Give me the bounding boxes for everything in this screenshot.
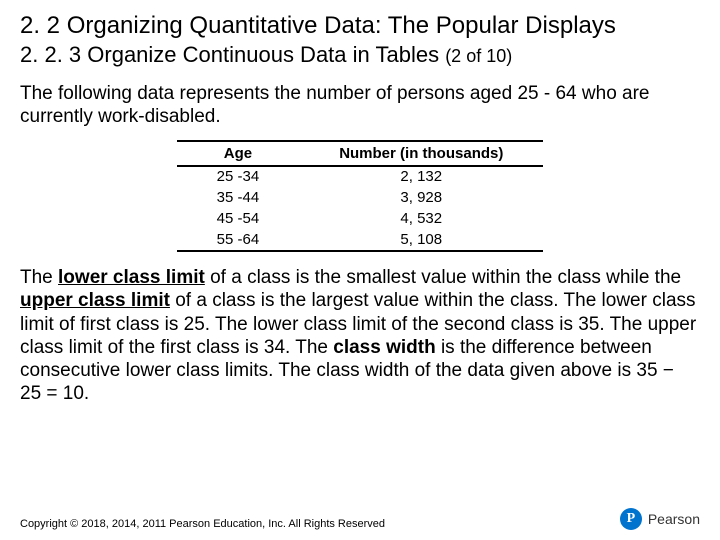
cell-number: 5, 108 <box>299 230 543 252</box>
cell-age: 45 -54 <box>177 209 300 230</box>
subsection-paren: (2 of 10) <box>445 46 512 66</box>
col-number: Number (in thousands) <box>299 141 543 166</box>
cell-age: 55 -64 <box>177 230 300 252</box>
data-table: Age Number (in thousands) 25 -34 2, 132 … <box>177 140 544 252</box>
col-age: Age <box>177 141 300 166</box>
cell-age: 25 -34 <box>177 166 300 188</box>
pearson-logo-icon: P <box>620 508 642 530</box>
body-seg: of a class is the smallest value within … <box>205 267 681 288</box>
term-class-width: class width <box>333 337 435 358</box>
table-row: 35 -44 3, 928 <box>177 188 544 209</box>
cell-number: 3, 928 <box>299 188 543 209</box>
cell-age: 35 -44 <box>177 188 300 209</box>
section-title: 2. 2 Organizing Quantitative Data: The P… <box>20 12 700 40</box>
slide-page: 2. 2 Organizing Quantitative Data: The P… <box>0 0 720 540</box>
table-row: 45 -54 4, 532 <box>177 209 544 230</box>
table-row: 55 -64 5, 108 <box>177 230 544 252</box>
cell-number: 2, 132 <box>299 166 543 188</box>
pearson-logo-text: Pearson <box>648 511 700 527</box>
body-seg: The <box>20 267 58 288</box>
table-row: 25 -34 2, 132 <box>177 166 544 188</box>
term-lower-class-limit: lower class limit <box>58 267 205 288</box>
pearson-logo: P Pearson <box>620 508 700 530</box>
copyright: Copyright © 2018, 2014, 2011 Pearson Edu… <box>20 518 385 530</box>
table-header-row: Age Number (in thousands) <box>177 141 544 166</box>
footer: Copyright © 2018, 2014, 2011 Pearson Edu… <box>20 508 700 530</box>
term-upper-class-limit: upper class limit <box>20 290 170 311</box>
cell-number: 4, 532 <box>299 209 543 230</box>
body-paragraph: The lower class limit of a class is the … <box>20 266 700 405</box>
subsection-main: 2. 2. 3 Organize Continuous Data in Tabl… <box>20 42 445 67</box>
intro-text: The following data represents the number… <box>20 83 700 129</box>
subsection-title: 2. 2. 3 Organize Continuous Data in Tabl… <box>20 42 700 68</box>
